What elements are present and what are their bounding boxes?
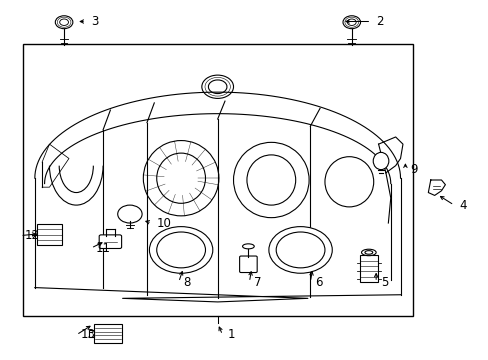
Text: 11: 11 — [96, 242, 111, 255]
Circle shape — [346, 19, 355, 26]
Text: 10: 10 — [157, 216, 171, 230]
Text: 3: 3 — [91, 15, 98, 28]
Bar — [37, 224, 62, 245]
Circle shape — [60, 19, 68, 26]
Text: 4: 4 — [458, 199, 466, 212]
Ellipse shape — [361, 249, 375, 256]
Text: 7: 7 — [254, 276, 261, 289]
Ellipse shape — [242, 244, 254, 249]
Circle shape — [55, 16, 73, 29]
Ellipse shape — [372, 152, 388, 170]
Text: 1: 1 — [227, 328, 234, 341]
Text: 8: 8 — [183, 276, 190, 289]
Ellipse shape — [364, 251, 372, 254]
Circle shape — [276, 232, 325, 268]
Bar — [22, 44, 412, 316]
Text: 12: 12 — [25, 229, 40, 242]
Text: 13: 13 — [81, 328, 96, 341]
Bar — [89, 330, 94, 337]
Text: 9: 9 — [409, 163, 417, 176]
FancyBboxPatch shape — [99, 235, 122, 248]
FancyBboxPatch shape — [239, 256, 257, 273]
Text: 5: 5 — [380, 276, 387, 289]
Circle shape — [342, 16, 360, 29]
Bar — [94, 324, 122, 343]
Circle shape — [149, 226, 212, 273]
Circle shape — [268, 226, 331, 273]
Circle shape — [118, 205, 142, 223]
Circle shape — [157, 232, 205, 268]
Bar — [359, 255, 377, 282]
Text: 6: 6 — [315, 276, 322, 289]
Text: 2: 2 — [375, 15, 383, 28]
